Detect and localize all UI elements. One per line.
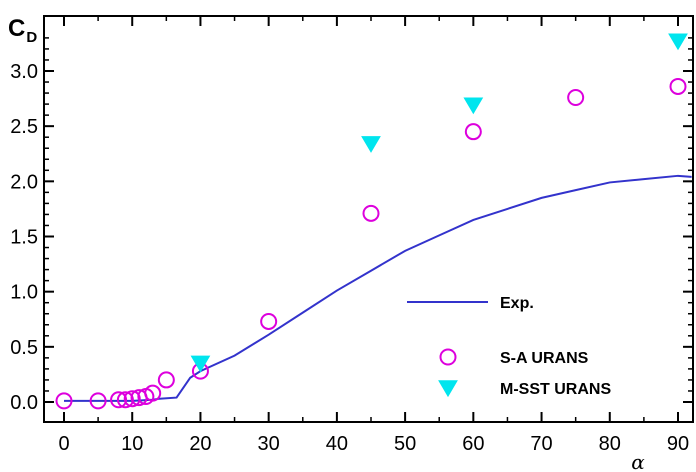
data-point-msst-urans <box>463 97 484 115</box>
legend: Exp. S-A URANS M-SST URANS <box>407 295 611 398</box>
x-tick-label: 50 <box>394 433 416 455</box>
y-tick-label: 1.0 <box>10 282 38 304</box>
x-tick-label: 0 <box>58 433 69 455</box>
y-tick-label: 1.5 <box>10 227 38 249</box>
data-point-msst-urans <box>668 33 688 51</box>
x-tick-label: 40 <box>326 433 348 455</box>
y-tick-label: 0.0 <box>10 392 38 414</box>
data-point-sa-urans <box>157 371 175 389</box>
data-point-sa-urans <box>260 312 278 330</box>
legend-swatch-sa-urans <box>439 348 457 366</box>
axes-frame <box>43 15 694 423</box>
x-tick-label: 90 <box>667 433 689 455</box>
y-axis-label: CD <box>8 15 37 46</box>
data-point-sa-urans <box>55 392 73 410</box>
y-tick-label: 2.5 <box>10 116 38 138</box>
legend-swatch-msst-urans <box>438 380 458 398</box>
y-tick-label: 0.5 <box>10 337 38 359</box>
plot-frame <box>43 15 694 423</box>
legend-label: M-SST URANS <box>500 381 611 398</box>
x-axis-ticks: 0 10 20 30 40 50 60 70 80 90 <box>58 16 689 455</box>
legend-label: S-A URANS <box>500 350 589 367</box>
data-point-msst-urans <box>361 136 381 153</box>
data-point-sa-urans <box>89 392 107 410</box>
legend-label: Exp. <box>500 295 534 312</box>
x-tick-label: 60 <box>462 433 484 455</box>
x-tick-label: 10 <box>121 433 143 455</box>
x-axis-label: α <box>631 450 645 472</box>
x-tick-label: 20 <box>189 433 211 455</box>
data-point-sa-urans <box>144 384 162 402</box>
data-point-sa-urans <box>110 391 128 409</box>
y-tick-label: 3.0 <box>10 61 38 83</box>
data-point-sa-urans <box>362 204 380 222</box>
y-axis-ticks: 0.0 0.5 1.0 1.5 2.0 2.5 3.0 <box>10 37 693 414</box>
plot-area <box>55 33 692 410</box>
data-point-sa-urans <box>464 123 482 141</box>
data-point-msst-urans <box>190 355 211 373</box>
data-point-sa-urans <box>567 88 585 106</box>
y-axis-label-subscript: D <box>26 29 37 46</box>
y-tick-label: 2.0 <box>10 171 38 193</box>
x-tick-label: 30 <box>258 433 280 455</box>
x-tick-label: 80 <box>599 433 621 455</box>
data-point-sa-urans <box>669 77 687 95</box>
x-tick-label: 70 <box>530 433 552 455</box>
